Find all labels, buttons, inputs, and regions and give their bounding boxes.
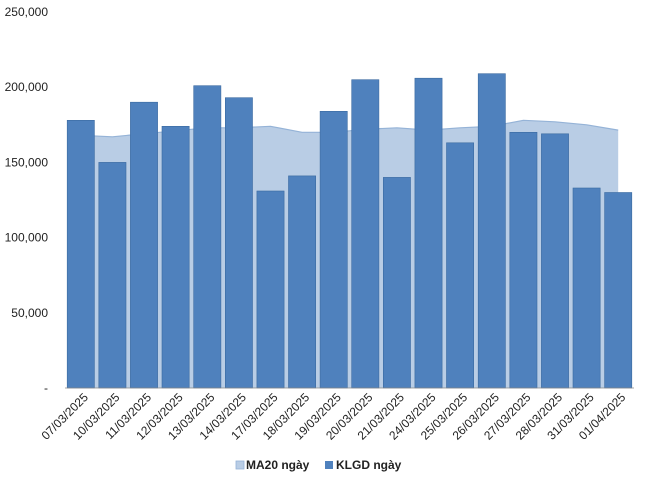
legend-label-ma20: MA20 ngày — [246, 458, 310, 472]
x-axis: 07/03/202510/03/202511/03/202512/03/2025… — [39, 387, 634, 443]
bar-13/03/2025 — [193, 85, 222, 389]
bar-17/03/2025 — [256, 190, 285, 389]
bar-24/03/2025 — [414, 77, 443, 389]
klgd-bar-layer — [66, 73, 633, 389]
y-tick-label: 50,000 — [11, 306, 48, 320]
y-tick-label: 200,000 — [5, 80, 49, 94]
bar-20/03/2025 — [351, 79, 380, 389]
legend: MA20 ngày KLGD ngày — [235, 458, 402, 472]
bar-31/03/2025 — [572, 187, 601, 389]
y-axis: - 50,000 100,000 150,000 200,000 250,000 — [5, 5, 49, 395]
legend-label-klgd: KLGD ngày — [336, 458, 402, 472]
y-tick-label: 150,000 — [5, 155, 49, 169]
bar-19/03/2025 — [319, 111, 348, 389]
bar-14/03/2025 — [225, 97, 253, 389]
bar-18/03/2025 — [288, 175, 317, 389]
bar-01/04/2025 — [604, 192, 633, 389]
ma20-area-layer — [80, 119, 619, 389]
bar-12/03/2025 — [161, 126, 190, 389]
bar-11/03/2025 — [130, 101, 158, 389]
bar-26/03/2025 — [477, 73, 506, 389]
y-tick-label: - — [44, 381, 48, 395]
legend-swatch-klgd — [325, 461, 333, 469]
bar-25/03/2025 — [446, 142, 475, 389]
y-tick-label: 100,000 — [5, 231, 49, 245]
y-tick-label: 250,000 — [5, 5, 49, 19]
bar-07/03/2025 — [66, 120, 95, 389]
bar-28/03/2025 — [541, 133, 569, 389]
legend-swatch-ma20 — [235, 460, 245, 470]
bar-27/03/2025 — [509, 132, 538, 389]
bar-10/03/2025 — [98, 162, 127, 389]
ma20-area — [80, 120, 619, 389]
bar-21/03/2025 — [382, 177, 411, 389]
